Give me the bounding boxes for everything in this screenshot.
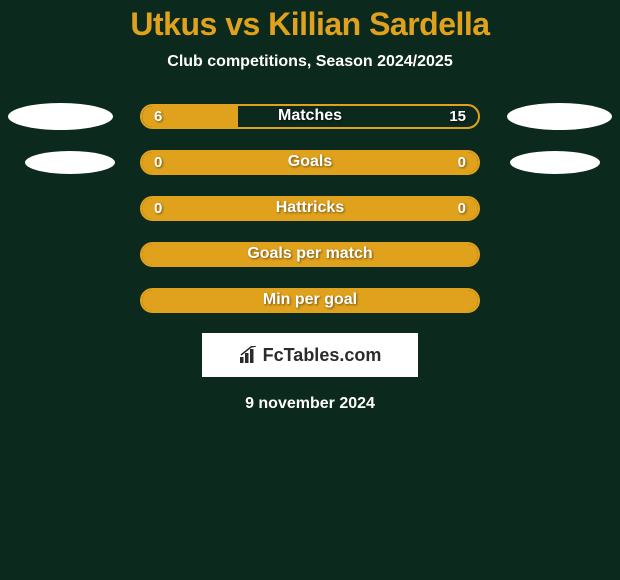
stat-bar-mpg: Min per goal	[140, 288, 480, 313]
stat-bar-matches: 6 Matches 15	[140, 104, 480, 129]
stat-right-value: 15	[449, 108, 466, 125]
stat-label: Hattricks	[142, 199, 478, 217]
branding-box: FcTables.com	[202, 333, 418, 377]
stat-row-hattricks: 0 Hattricks 0	[0, 195, 620, 221]
page-title: Utkus vs Killian Sardella	[130, 6, 489, 43]
stat-right-value: 0	[458, 200, 466, 217]
subtitle: Club competitions, Season 2024/2025	[167, 53, 452, 71]
stat-row-matches: 6 Matches 15	[0, 103, 620, 129]
bar-chart-icon	[239, 346, 259, 364]
player-left-oval	[25, 151, 115, 174]
stats-rows: 6 Matches 15 0 Goals 0 0 Hattricks 0	[0, 103, 620, 313]
stat-label: Matches	[142, 107, 478, 125]
date-label: 9 november 2024	[245, 395, 375, 413]
player-left-oval	[8, 103, 113, 130]
player-right-oval	[507, 103, 612, 130]
comparison-card: Utkus vs Killian Sardella Club competiti…	[0, 0, 620, 413]
stat-row-mpg: Min per goal	[0, 287, 620, 313]
stat-bar-hattricks: 0 Hattricks 0	[140, 196, 480, 221]
stat-row-goals: 0 Goals 0	[0, 149, 620, 175]
branding-text: FcTables.com	[263, 345, 382, 366]
player-right-oval	[510, 151, 600, 174]
stat-label: Goals	[142, 153, 478, 171]
stat-right-value: 0	[458, 154, 466, 171]
branding-logo: FcTables.com	[239, 345, 382, 366]
stat-bar-goals: 0 Goals 0	[140, 150, 480, 175]
stat-label: Goals per match	[142, 245, 478, 263]
stat-bar-gpm: Goals per match	[140, 242, 480, 267]
stat-label: Min per goal	[142, 291, 478, 309]
stat-row-gpm: Goals per match	[0, 241, 620, 267]
